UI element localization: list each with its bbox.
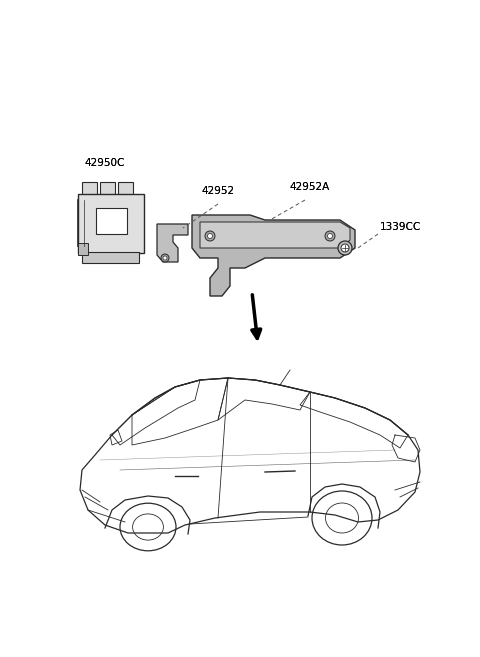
FancyBboxPatch shape: [82, 252, 139, 263]
Text: 42952A: 42952A: [290, 182, 330, 192]
Text: 1339CC: 1339CC: [380, 222, 421, 232]
Circle shape: [338, 241, 352, 255]
FancyBboxPatch shape: [78, 242, 88, 256]
FancyBboxPatch shape: [77, 194, 144, 252]
Text: 42952: 42952: [202, 186, 235, 196]
FancyBboxPatch shape: [118, 181, 132, 194]
Polygon shape: [200, 222, 350, 248]
Polygon shape: [192, 215, 355, 296]
Circle shape: [325, 231, 335, 241]
Circle shape: [163, 256, 167, 260]
Polygon shape: [157, 224, 188, 262]
FancyBboxPatch shape: [99, 181, 115, 194]
Circle shape: [161, 254, 169, 262]
Text: 42952: 42952: [202, 186, 235, 196]
FancyBboxPatch shape: [82, 181, 96, 194]
Circle shape: [205, 231, 215, 241]
Circle shape: [341, 244, 349, 252]
Text: 1339CC: 1339CC: [380, 222, 421, 232]
Circle shape: [327, 233, 333, 238]
Circle shape: [207, 233, 213, 238]
Text: 42952A: 42952A: [290, 182, 330, 192]
Text: 42950C: 42950C: [85, 158, 125, 168]
Text: 42950C: 42950C: [85, 158, 125, 168]
FancyBboxPatch shape: [96, 208, 127, 233]
